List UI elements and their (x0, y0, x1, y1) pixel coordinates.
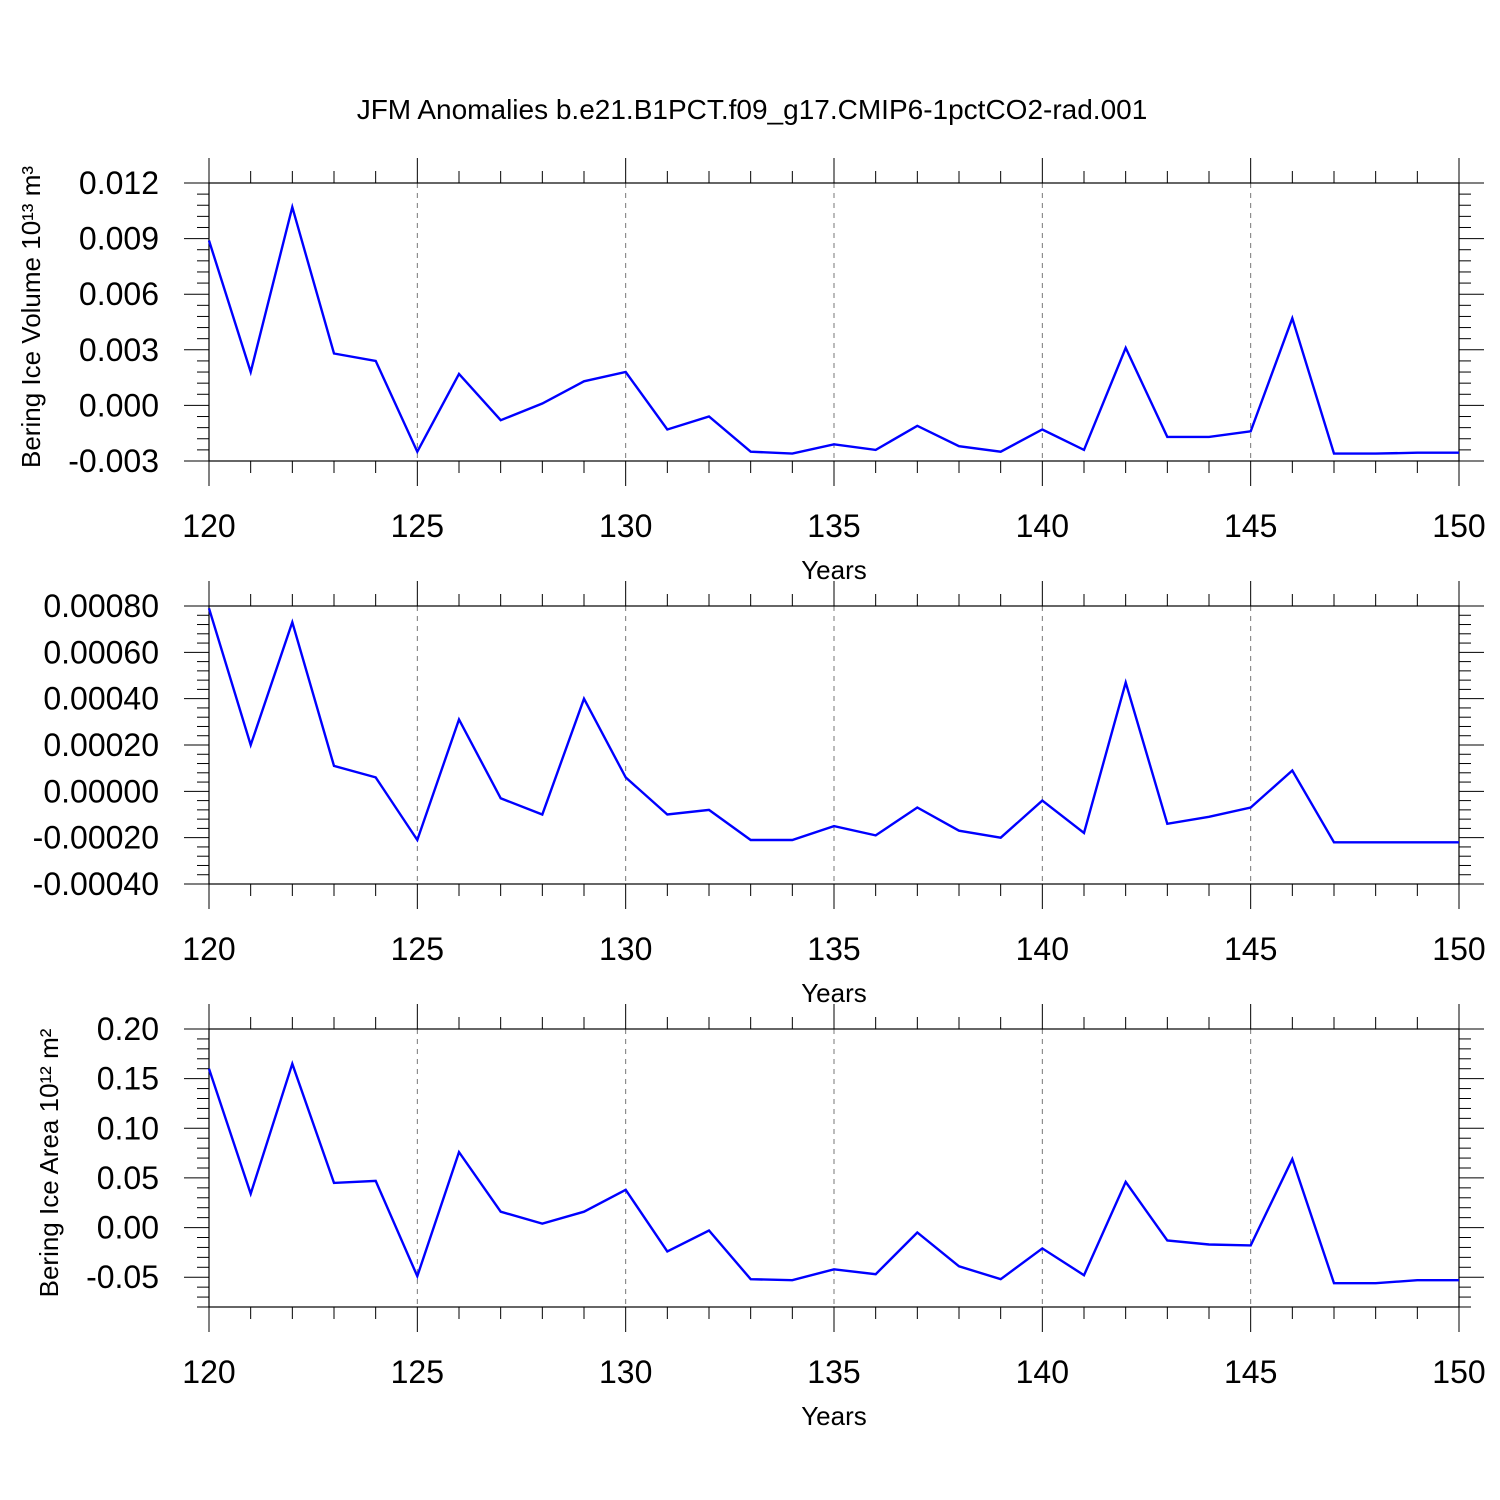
y-tick-label: 0.012 (79, 165, 159, 201)
x-tick-label: 135 (807, 931, 860, 967)
x-tick-label: 130 (599, 1354, 652, 1390)
y-axis-title: Bering Ice Area 10¹² m² (34, 1028, 64, 1297)
figure-title: JFM Anomalies b.e21.B1PCT.f09_g17.CMIP6-… (357, 94, 1148, 125)
series-line (207, 202, 1459, 455)
x-axis-title: Years (801, 978, 867, 1008)
y-tick-label: 0.05 (97, 1160, 159, 1196)
panel-3: 120 125 130 135 140 145 150 -0.05 0.00 0.05 0.10 0.… (34, 1004, 1486, 1431)
x-tick-label: 150 (1432, 931, 1485, 967)
x-tick-label: 120 (182, 1354, 235, 1390)
y-tick-label: 0.006 (79, 276, 159, 312)
y-tick-label: 0.003 (79, 332, 159, 368)
y-tick-label: 0.00060 (43, 634, 159, 670)
panel-2: 120 125 130 135 140 145 150 -0.00040 -0.00020 0.0… (33, 581, 1486, 1008)
panel-1: 120 125 130 135 140 145 150 -0.003 0.000 0.003 0.0… (16, 158, 1486, 585)
y-tick-label: 0.009 (79, 221, 159, 257)
x-tick-label: 120 (182, 931, 235, 967)
x-tick-label: 140 (1016, 508, 1069, 544)
x-axis-title: Years (801, 1401, 867, 1431)
y-tick-label: 0.00040 (43, 681, 159, 717)
x-tick-label: 135 (807, 508, 860, 544)
y-tick-label: 0.00020 (43, 727, 159, 763)
x-tick-label: 150 (1432, 1354, 1485, 1390)
series-line (207, 607, 1459, 844)
y-axis-title: Bering Ice Volume 10¹³ m³ (16, 166, 46, 468)
y-tick-label: 0.10 (97, 1110, 159, 1146)
x-tick-label: 140 (1016, 931, 1069, 967)
y-tick-label: -0.05 (86, 1259, 159, 1295)
x-tick-label: 130 (599, 931, 652, 967)
x-tick-label: 150 (1432, 508, 1485, 544)
y-tick-label: 0.15 (97, 1061, 159, 1097)
x-tick-label: 120 (182, 508, 235, 544)
x-tick-label: 125 (391, 931, 444, 967)
y-tick-label: 0.000 (79, 387, 159, 423)
y-tick-label: -0.00020 (33, 820, 159, 856)
panels: 120 125 130 135 140 145 150 -0.003 0.000 0.003 0.0… (16, 158, 1486, 1431)
series-line (207, 1060, 1459, 1285)
y-tick-label: 0.00080 (43, 588, 159, 624)
x-tick-label: 130 (599, 508, 652, 544)
x-tick-label: 125 (391, 508, 444, 544)
x-tick-label: 140 (1016, 1354, 1069, 1390)
x-axis-title: Years (801, 555, 867, 585)
y-tick-label: 0.00 (97, 1210, 159, 1246)
x-tick-label: 125 (391, 1354, 444, 1390)
y-tick-label: 0.20 (97, 1011, 159, 1047)
x-tick-label: 135 (807, 1354, 860, 1390)
x-tick-label: 145 (1224, 1354, 1277, 1390)
x-tick-label: 145 (1224, 931, 1277, 967)
y-tick-label: -0.00040 (33, 866, 159, 902)
y-tick-label: -0.003 (68, 443, 159, 479)
x-tick-label: 145 (1224, 508, 1277, 544)
y-tick-label: 0.00000 (43, 773, 159, 809)
